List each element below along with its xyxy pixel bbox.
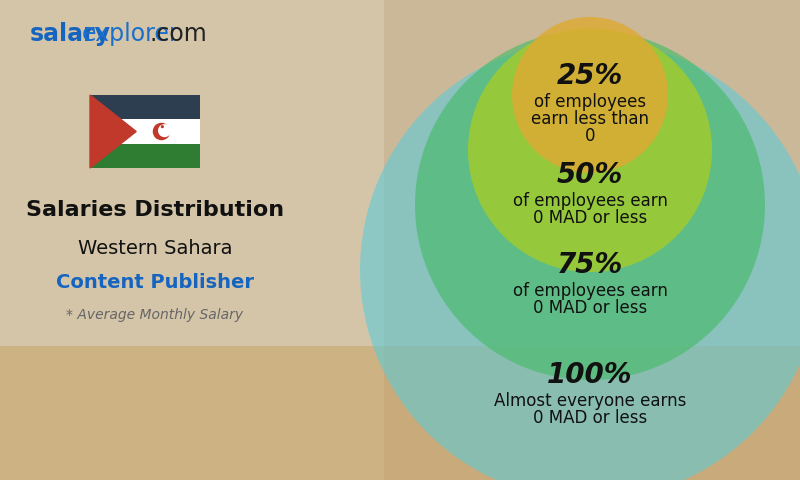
Bar [90, 120, 200, 144]
Text: * Average Monthly Salary: * Average Monthly Salary [66, 308, 243, 322]
Circle shape [161, 125, 164, 128]
Text: 0: 0 [585, 127, 595, 145]
Text: earn less than: earn less than [531, 110, 649, 128]
Circle shape [158, 124, 171, 137]
Circle shape [512, 17, 668, 173]
Bar [90, 95, 200, 120]
Text: explorer: explorer [82, 22, 180, 46]
Text: salary: salary [30, 22, 111, 46]
Bar [0, 346, 800, 480]
Circle shape [153, 123, 170, 140]
Bar [90, 144, 200, 168]
Text: of employees earn: of employees earn [513, 192, 667, 210]
Circle shape [415, 30, 765, 380]
Text: 100%: 100% [547, 361, 633, 389]
Text: Western Sahara: Western Sahara [78, 239, 232, 257]
Text: 0 MAD or less: 0 MAD or less [533, 409, 647, 427]
Text: of employees earn: of employees earn [513, 282, 667, 300]
Text: of employees: of employees [534, 93, 646, 111]
Text: 0 MAD or less: 0 MAD or less [533, 209, 647, 227]
Text: 75%: 75% [557, 251, 623, 279]
Text: 25%: 25% [557, 62, 623, 90]
Polygon shape [90, 95, 136, 168]
Text: Salaries Distribution: Salaries Distribution [26, 200, 284, 220]
Circle shape [360, 40, 800, 480]
Text: Almost everyone earns: Almost everyone earns [494, 392, 686, 410]
Text: .com: .com [150, 22, 208, 46]
Text: 50%: 50% [557, 161, 623, 189]
Text: 0 MAD or less: 0 MAD or less [533, 299, 647, 317]
Circle shape [468, 28, 712, 272]
Text: Content Publisher: Content Publisher [56, 273, 254, 291]
Bar [0, 0, 384, 480]
